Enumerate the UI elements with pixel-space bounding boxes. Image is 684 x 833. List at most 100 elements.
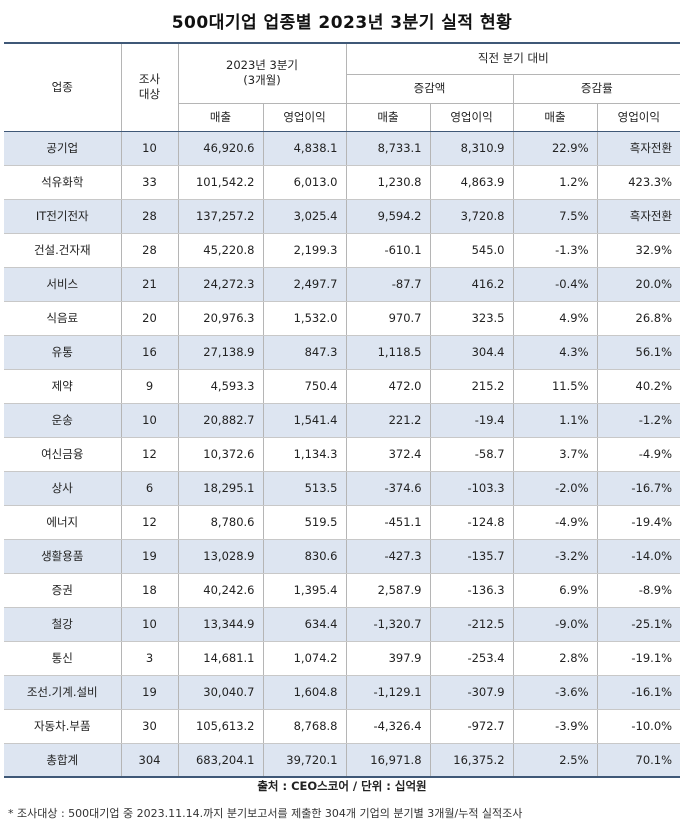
cell-op-profit: 634.4 — [263, 607, 347, 642]
table-row: 통신 3 14,681.1 1,074.2 397.9 -253.4 2.8% -19.1% — [4, 641, 681, 676]
cell-change-op-profit: -135.7 — [430, 539, 514, 574]
cell-sales: 683,204.1 — [178, 743, 264, 778]
table-row: IT전기전자 28 137,257.2 3,025.4 9,594.2 3,720.8 7.… — [4, 199, 681, 234]
cell-change-sales: -87.7 — [346, 267, 431, 302]
cell-change-sales: 397.9 — [346, 641, 431, 676]
cell-change-op-profit: -19.4 — [430, 403, 514, 438]
table-row: 상사 6 18,295.1 513.5 -374.6 -103.3 -2.0% -16.7% — [4, 471, 681, 506]
cell-change-sales: 970.7 — [346, 301, 431, 336]
table-row: 공기업 10 46,920.6 4,838.1 8,733.1 8,310.9 22.9% 흑… — [4, 131, 681, 166]
cell-sales: 18,295.1 — [178, 471, 264, 506]
cell-rate-sales: 2.8% — [513, 641, 598, 676]
cell-sales: 46,920.6 — [178, 131, 264, 166]
cell-industry: 증권 — [4, 573, 122, 608]
cell-industry: 유통 — [4, 335, 122, 370]
cell-rate-sales: 7.5% — [513, 199, 598, 234]
cell-rate-op-profit: -8.9% — [597, 573, 681, 608]
cell-change-sales: 8,733.1 — [346, 131, 431, 166]
cell-sales: 105,613.2 — [178, 709, 264, 744]
table-row: 여신금융 12 10,372.6 1,134.3 372.4 -58.7 3.7% -4.9% — [4, 437, 681, 472]
cell-op-profit: 519.5 — [263, 505, 347, 540]
cell-industry: 건설.건자재 — [4, 233, 122, 268]
table-row: 서비스 21 24,272.3 2,497.7 -87.7 416.2 -0.4% 20.0% — [4, 267, 681, 302]
cell-op-profit: 1,532.0 — [263, 301, 347, 336]
page-title: 500대기업 업종별 2023년 3분기 실적 현황 — [171, 13, 513, 33]
cell-count: 12 — [121, 505, 179, 540]
cell-op-profit: 1,074.2 — [263, 641, 347, 676]
cell-rate-op-profit: 56.1% — [597, 335, 681, 370]
header-rate-op-profit: 영업이익 — [597, 103, 681, 132]
cell-change-sales: 472.0 — [346, 369, 431, 404]
cell-change-op-profit: -212.5 — [430, 607, 514, 642]
cell-industry: 제약 — [4, 369, 122, 404]
cell-count: 21 — [121, 267, 179, 302]
cell-sales: 30,040.7 — [178, 675, 264, 710]
cell-rate-op-profit: -1.2% — [597, 403, 681, 438]
cell-industry: 조선.기계.설비 — [4, 675, 122, 710]
cell-rate-op-profit: -14.0% — [597, 539, 681, 574]
cell-count: 304 — [121, 743, 179, 778]
cell-rate-op-profit: 423.3% — [597, 165, 681, 200]
cell-change-op-profit: 4,863.9 — [430, 165, 514, 200]
cell-rate-op-profit: -4.9% — [597, 437, 681, 472]
table-row: 증권 18 40,242.6 1,395.4 2,587.9 -136.3 6.9% -8.9… — [4, 573, 681, 608]
cell-change-sales: -451.1 — [346, 505, 431, 540]
footnote: * 조사대상 : 500대기업 중 2023.11.14.까지 분기보고서를 제… — [8, 807, 523, 820]
cell-change-op-profit: 8,310.9 — [430, 131, 514, 166]
table-row: 철강 10 13,344.9 634.4 -1,320.7 -212.5 -9.0% -25.… — [4, 607, 681, 642]
cell-rate-op-profit: 26.8% — [597, 301, 681, 336]
table-row: 자동차.부품 30 105,613.2 8,768.8 -4,326.4 -972.7 -3… — [4, 709, 681, 744]
cell-count: 12 — [121, 437, 179, 472]
cell-sales: 27,138.9 — [178, 335, 264, 370]
cell-sales: 14,681.1 — [178, 641, 264, 676]
cell-count: 16 — [121, 335, 179, 370]
header-count: 조사 대상 — [121, 43, 179, 132]
cell-op-profit: 4,838.1 — [263, 131, 347, 166]
cell-op-profit: 1,395.4 — [263, 573, 347, 608]
cell-change-sales: 1,230.8 — [346, 165, 431, 200]
table-row: 제약 9 4,593.3 750.4 472.0 215.2 11.5% 40.2% — [4, 369, 681, 404]
cell-count: 10 — [121, 403, 179, 438]
cell-change-op-profit: -103.3 — [430, 471, 514, 506]
cell-rate-op-profit: 32.9% — [597, 233, 681, 268]
cell-rate-sales: 3.7% — [513, 437, 598, 472]
cell-count: 18 — [121, 573, 179, 608]
results-table: 업종 조사 대상 2023년 3분기 (3개월) 직전 분기 대비 증감액 증감… — [4, 42, 681, 778]
cell-count: 30 — [121, 709, 179, 744]
cell-rate-op-profit: -16.7% — [597, 471, 681, 506]
cell-op-profit: 3,025.4 — [263, 199, 347, 234]
cell-change-sales: 372.4 — [346, 437, 431, 472]
cell-change-op-profit: 215.2 — [430, 369, 514, 404]
cell-change-sales: 2,587.9 — [346, 573, 431, 608]
cell-op-profit: 1,541.4 — [263, 403, 347, 438]
cell-count: 10 — [121, 607, 179, 642]
cell-change-sales: -1,320.7 — [346, 607, 431, 642]
cell-sales: 40,242.6 — [178, 573, 264, 608]
cell-op-profit: 1,134.3 — [263, 437, 347, 472]
cell-change-sales: -1,129.1 — [346, 675, 431, 710]
cell-sales: 8,780.6 — [178, 505, 264, 540]
cell-industry: IT전기전자 — [4, 199, 122, 234]
header-vs-prev: 직전 분기 대비 — [346, 43, 681, 75]
cell-count: 19 — [121, 539, 179, 574]
cell-count: 3 — [121, 641, 179, 676]
cell-change-op-profit: -253.4 — [430, 641, 514, 676]
table-row: 조선.기계.설비 19 30,040.7 1,604.8 -1,129.1 -307.9-… — [4, 675, 681, 710]
table-row: 에너지 12 8,780.6 519.5 -451.1 -124.8 -4.9% -19.4% — [4, 505, 681, 540]
cell-rate-op-profit: -25.1% — [597, 607, 681, 642]
cell-rate-sales: -4.9% — [513, 505, 598, 540]
cell-rate-sales: 1.1% — [513, 403, 598, 438]
cell-count: 19 — [121, 675, 179, 710]
table-row: 석유화학 33 101,542.2 6,013.0 1,230.8 4,863.9 1.2%… — [4, 165, 681, 200]
cell-rate-sales: 4.3% — [513, 335, 598, 370]
cell-industry: 서비스 — [4, 267, 122, 302]
header-sales: 매출 — [178, 103, 264, 132]
cell-change-sales: -427.3 — [346, 539, 431, 574]
cell-rate-op-profit: -19.4% — [597, 505, 681, 540]
cell-rate-sales: 22.9% — [513, 131, 598, 166]
cell-op-profit: 2,497.7 — [263, 267, 347, 302]
cell-rate-op-profit: -19.1% — [597, 641, 681, 676]
cell-sales: 24,272.3 — [178, 267, 264, 302]
cell-count: 33 — [121, 165, 179, 200]
table-row: 총합계 304 683,204.1 39,720.1 16,971.8 16,375.2 2… — [4, 743, 681, 778]
